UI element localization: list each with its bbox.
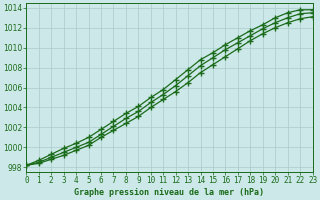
X-axis label: Graphe pression niveau de la mer (hPa): Graphe pression niveau de la mer (hPa) [75, 188, 264, 197]
